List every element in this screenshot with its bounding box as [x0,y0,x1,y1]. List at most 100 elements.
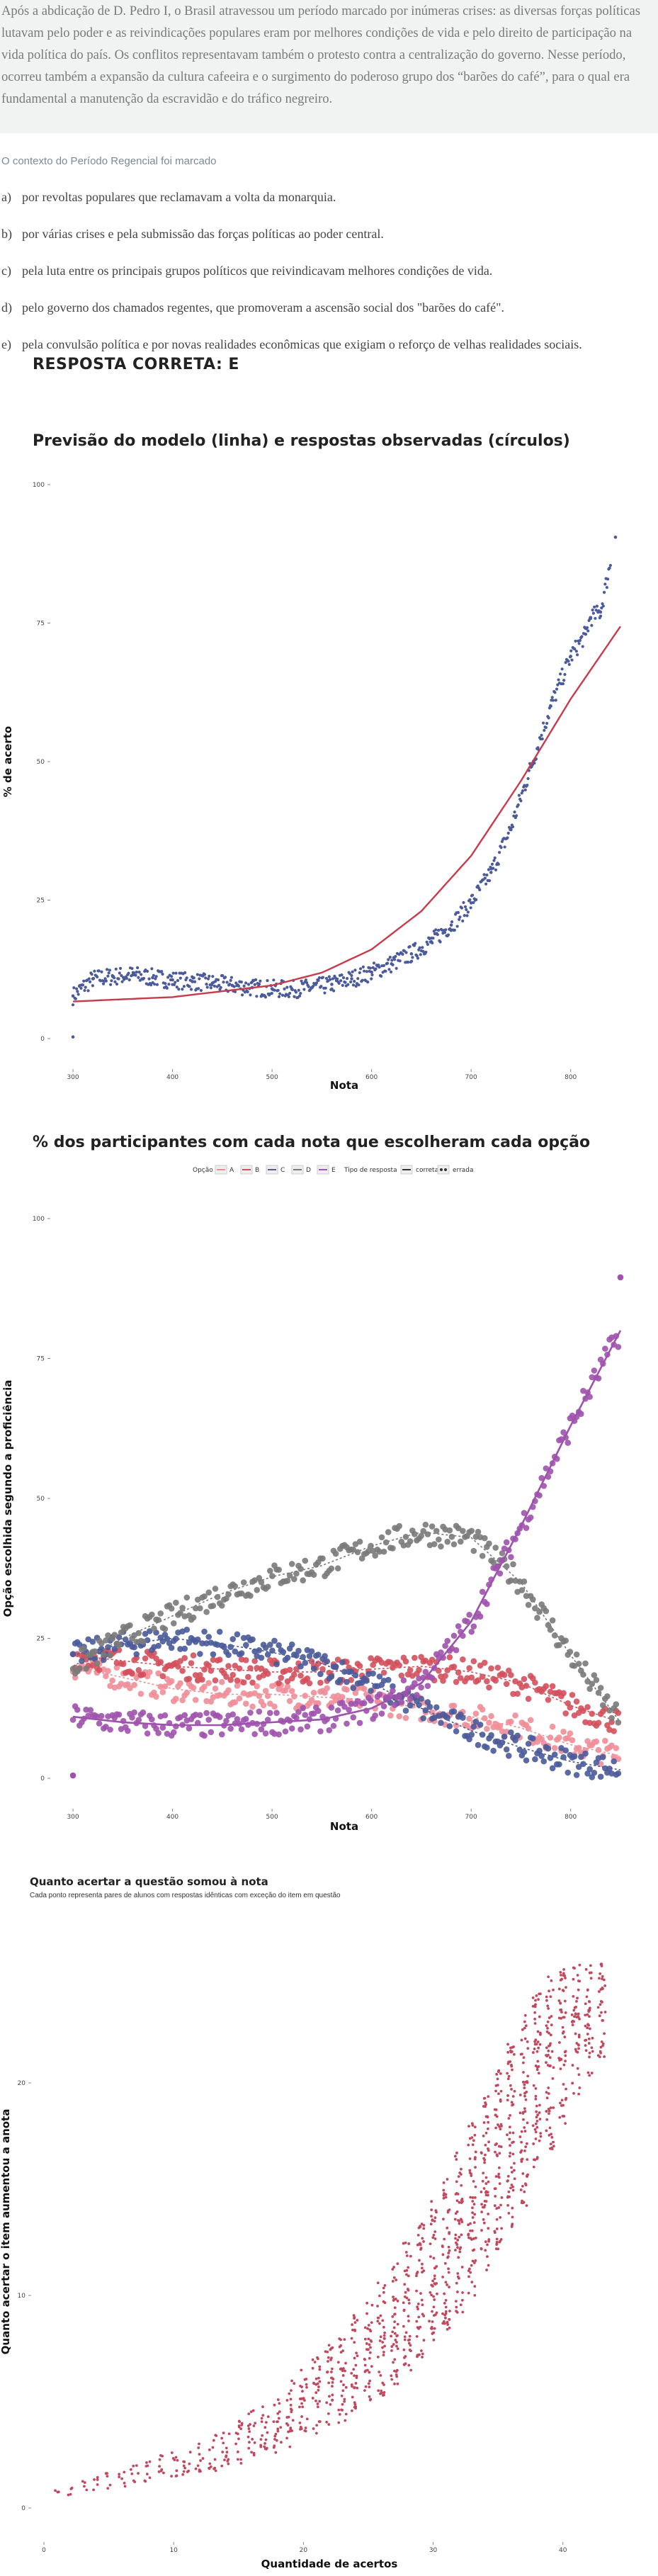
gain-point [495,2207,499,2210]
gain-point [526,2142,528,2145]
alternative-d[interactable]: d) pelo governo dos chamados regentes, qu… [1,300,504,315]
option-E-point [69,1772,76,1779]
option-B-point [234,1677,241,1684]
option-E-point [560,1429,567,1435]
gain-point [572,2009,576,2012]
gain-point [249,2410,253,2414]
gain-point [339,2344,343,2347]
y-tick-label: 20 [18,2080,26,2087]
option-D-point [455,1525,462,1532]
option-E-point [276,1731,282,1738]
option-B-point [501,1672,508,1678]
observed-point [204,976,208,980]
option-B-point [532,1679,538,1686]
gain-point [533,2017,537,2021]
observed-point [547,716,550,720]
gain-point [598,1977,601,1980]
gain-point [521,2201,525,2204]
observed-point [436,933,439,937]
gain-point [586,2033,589,2035]
gain-point [344,2385,348,2389]
gain-point [599,2050,602,2053]
alternative-letter: e) [1,337,11,351]
gain-point [444,2312,448,2315]
option-E-point [450,1632,458,1639]
observed-point [387,958,390,961]
observed-point [378,966,381,969]
gain-point [575,1999,578,2003]
gain-point [402,2301,405,2305]
option-C-point [324,1658,330,1665]
gain-point [588,2006,591,2010]
gain-point [220,2436,224,2440]
option-D-point [264,1583,271,1591]
gain-point [587,2042,591,2045]
gain-point [368,2371,371,2374]
option-B-point [247,1665,254,1671]
gain-point [469,2222,472,2225]
gain-point [352,2368,356,2371]
option-B-point [402,1658,409,1665]
gain-point [511,2188,515,2192]
gain-point [300,2402,303,2405]
gain-point [599,2003,602,2006]
gain-point [431,2279,435,2283]
observed-point [573,647,577,651]
gain-point [441,2253,445,2256]
observed-point [205,983,208,986]
gain-point [506,2050,510,2054]
alternative-e[interactable]: e) pela convulsão política e por novas re… [1,337,582,352]
gain-point [329,2358,332,2361]
chart3-title: Quanto acertar a questão somou à nota [30,1875,268,1888]
gain-point [455,2311,459,2314]
option-C-point [328,1673,335,1680]
option-C-point [205,1634,212,1640]
gain-point [239,2458,243,2461]
gain-point [132,2479,135,2482]
observed-point [317,976,321,980]
gain-point [378,2322,381,2325]
option-A-point [146,1668,153,1676]
gain-point [537,2064,540,2068]
observed-point [584,632,588,636]
gain-point [497,2172,501,2176]
option-C-point [363,1678,370,1684]
gain-point [237,2437,240,2441]
gain-point [383,2331,387,2334]
gain-point [416,2305,419,2309]
option-D-point [615,1719,622,1726]
option-B-point [604,1722,611,1729]
option-B-point [245,1673,251,1680]
gain-point [376,2316,380,2320]
option-D-point [276,1566,282,1573]
option-A-point [339,1693,346,1700]
gain-point [526,2047,530,2050]
gain-point [376,2356,380,2358]
gain-point [586,2023,589,2026]
observed-point [310,985,314,990]
alternative-a[interactable]: a) por revoltas populares que reclamavam … [1,190,336,205]
option-E-point [390,1688,396,1694]
gain-point [577,2033,581,2037]
option-B-point [562,1710,569,1717]
alternative-b[interactable]: b) por várias crises e pela submissão das… [1,227,384,242]
option-D-point [534,1615,540,1621]
option-C-point [580,1761,586,1768]
gain-point [422,2339,426,2342]
gain-point [421,2312,424,2316]
gain-point [407,2274,410,2278]
gain-point [237,2458,239,2461]
gain-point [496,2084,499,2087]
gain-point [497,2206,501,2209]
gain-point [562,1989,565,1992]
option-A-point [286,1697,293,1705]
option-D-point [562,1637,569,1644]
gain-point [484,2193,488,2197]
gain-point [460,2266,464,2269]
gain-point [458,2247,462,2251]
observed-point [336,977,339,981]
option-C-point [284,1654,291,1661]
option-B-point [159,1673,166,1680]
gain-point [535,2104,538,2108]
alternative-c[interactable]: c) pela luta entre os principais grupos p… [1,264,492,278]
